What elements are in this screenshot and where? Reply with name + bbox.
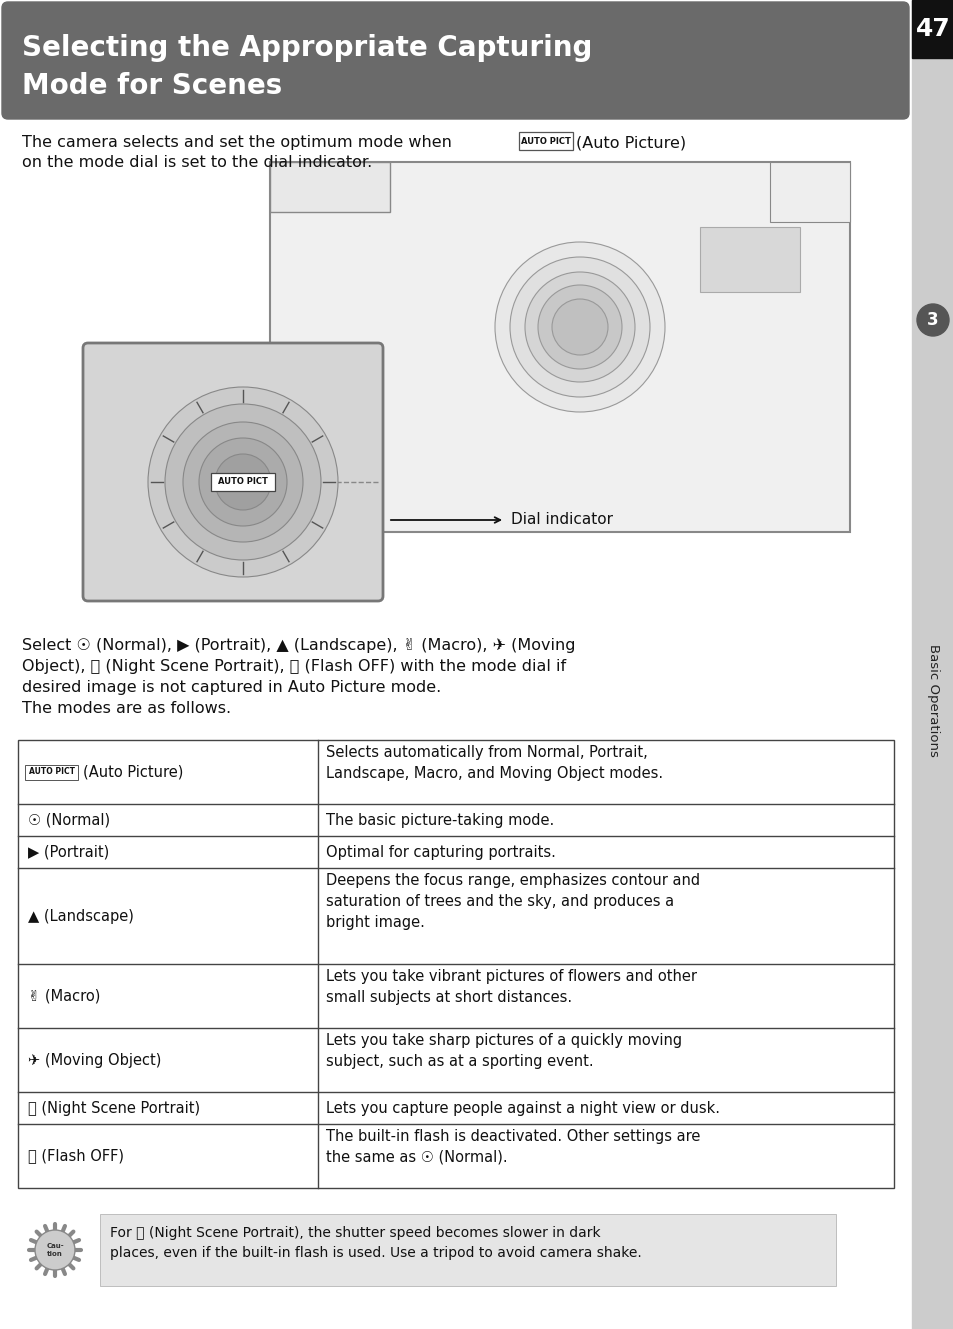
Bar [911, 0, 953, 1329]
Text: ☉ (Normal): ☉ (Normal) [28, 812, 110, 828]
Bar [769, 162, 849, 222]
Text: Optimal for capturing portraits.: Optimal for capturing portraits. [326, 844, 556, 860]
Circle shape [199, 439, 287, 526]
Text: Cau-: Cau- [46, 1243, 64, 1249]
Text: Object), ⤴ (Night Scene Portrait), ⓘ (Flash OFF) with the mode dial if: Object), ⤴ (Night Scene Portrait), ⓘ (Fl… [22, 659, 565, 674]
Text: Lets you capture people against a night view or dusk.: Lets you capture people against a night … [326, 1100, 720, 1115]
Text: Mode for Scenes: Mode for Scenes [22, 72, 282, 100]
Circle shape [916, 304, 948, 336]
Bar [700, 227, 800, 292]
Text: The built-in flash is deactivated. Other settings are
the same as ☉ (Normal).: The built-in flash is deactivated. Other… [326, 1130, 700, 1166]
Bar [100, 1213, 835, 1286]
Bar [911, 0, 953, 58]
Circle shape [524, 272, 635, 381]
Bar [270, 162, 849, 532]
Circle shape [552, 299, 607, 355]
Text: Lets you take sharp pictures of a quickly moving
subject, such as at a sporting : Lets you take sharp pictures of a quickl… [326, 1033, 681, 1069]
FancyBboxPatch shape [83, 343, 382, 601]
Text: Selects automatically from Normal, Portrait,
Landscape, Macro, and Moving Object: Selects automatically from Normal, Portr… [326, 746, 662, 781]
Text: Selecting the Appropriate Capturing: Selecting the Appropriate Capturing [22, 35, 592, 62]
Text: Dial indicator: Dial indicator [511, 513, 613, 528]
Circle shape [148, 387, 337, 577]
Text: ✌ (Macro): ✌ (Macro) [28, 989, 100, 1003]
Text: Basic Operations: Basic Operations [926, 643, 940, 756]
Text: ▶ (Portrait): ▶ (Portrait) [28, 844, 110, 860]
Text: Lets you take vibrant pictures of flowers and other
small subjects at short dist: Lets you take vibrant pictures of flower… [326, 969, 697, 1005]
Text: ✈ (Moving Object): ✈ (Moving Object) [28, 1053, 161, 1067]
Text: on the mode dial is set to the dial indicator.: on the mode dial is set to the dial indi… [22, 155, 372, 170]
FancyBboxPatch shape [26, 764, 78, 780]
Text: AUTO PICT: AUTO PICT [29, 768, 75, 776]
Circle shape [35, 1231, 75, 1271]
FancyBboxPatch shape [518, 132, 573, 150]
Text: The modes are as follows.: The modes are as follows. [22, 700, 231, 716]
Bar [270, 162, 390, 213]
Text: tion: tion [47, 1251, 63, 1257]
FancyBboxPatch shape [2, 3, 908, 120]
Circle shape [510, 256, 649, 397]
Circle shape [183, 423, 303, 542]
Text: ▲ (Landscape): ▲ (Landscape) [28, 909, 133, 924]
Text: (Auto Picture): (Auto Picture) [576, 136, 685, 150]
Circle shape [165, 404, 320, 560]
Text: ⤴ (Night Scene Portrait): ⤴ (Night Scene Portrait) [28, 1100, 200, 1115]
Text: Deepens the focus range, emphasizes contour and
saturation of trees and the sky,: Deepens the focus range, emphasizes cont… [326, 873, 700, 930]
Text: 47: 47 [915, 17, 949, 41]
Bar [18, 740, 893, 1188]
Text: desired image is not captured in Auto Picture mode.: desired image is not captured in Auto Pi… [22, 680, 441, 695]
Text: places, even if the built-in flash is used. Use a tripod to avoid camera shake.: places, even if the built-in flash is us… [110, 1247, 641, 1260]
Text: For ⤴ (Night Scene Portrait), the shutter speed becomes slower in dark: For ⤴ (Night Scene Portrait), the shutte… [110, 1225, 600, 1240]
Text: Select ☉ (Normal), ▶ (Portrait), ▲ (Landscape), ✌ (Macro), ✈ (Moving: Select ☉ (Normal), ▶ (Portrait), ▲ (Land… [22, 638, 575, 653]
Circle shape [495, 242, 664, 412]
Text: (Auto Picture): (Auto Picture) [83, 764, 183, 780]
Text: The camera selects and set the optimum mode when: The camera selects and set the optimum m… [22, 136, 452, 150]
Text: The basic picture-taking mode.: The basic picture-taking mode. [326, 812, 554, 828]
Circle shape [214, 455, 271, 510]
Text: AUTO PICT: AUTO PICT [218, 477, 268, 486]
Text: 3: 3 [926, 311, 938, 330]
FancyBboxPatch shape [211, 473, 274, 490]
Circle shape [537, 284, 621, 369]
Text: AUTO PICT: AUTO PICT [520, 137, 570, 145]
Text: ⓘ (Flash OFF): ⓘ (Flash OFF) [28, 1148, 124, 1163]
